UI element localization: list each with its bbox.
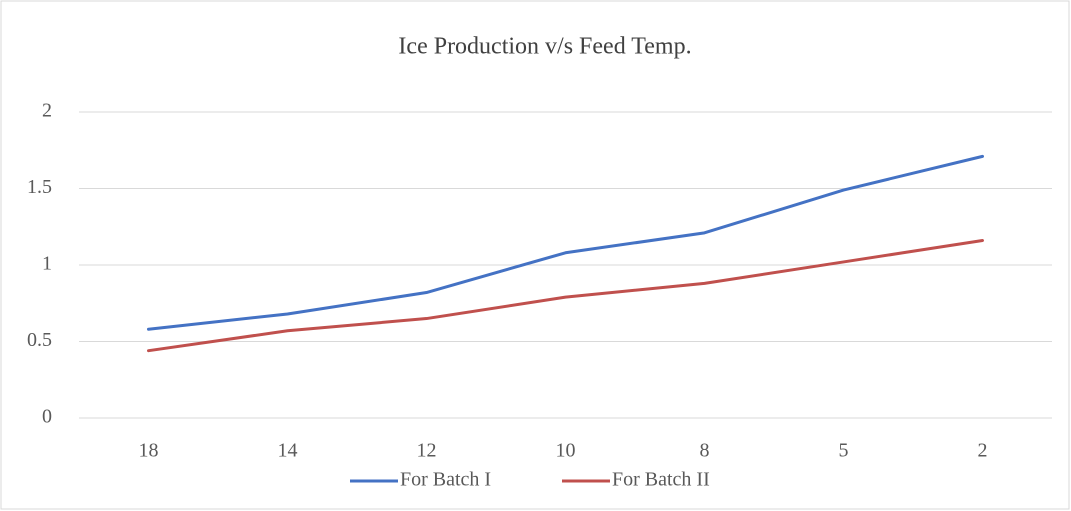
y-tick-label: 0.5 — [27, 329, 52, 351]
series-line — [147, 154, 984, 331]
y-tick-label: 1.5 — [27, 176, 52, 198]
x-tick-label: 5 — [839, 440, 849, 462]
x-tick-label: 14 — [278, 440, 298, 462]
legend-label: For Batch I — [400, 469, 491, 491]
chart-title: Ice Production v/s Feed Temp. — [398, 34, 691, 60]
y-tick-label: 1 — [42, 253, 52, 275]
x-tick-label: 12 — [417, 440, 437, 462]
y-tick-label: 0 — [42, 406, 52, 428]
legend-label: For Batch II — [612, 469, 710, 491]
x-tick-label: 10 — [556, 440, 576, 462]
x-tick-label: 8 — [700, 440, 710, 462]
x-tick-label: 2 — [978, 440, 988, 462]
y-tick-label: 2 — [42, 100, 52, 122]
x-tick-label: 18 — [139, 440, 159, 462]
series-line — [147, 239, 984, 353]
